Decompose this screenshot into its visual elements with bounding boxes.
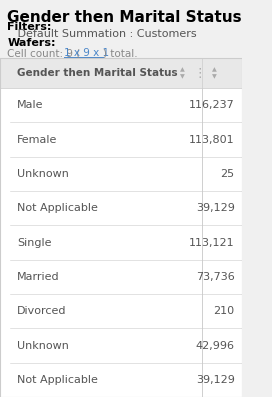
Text: Unknown: Unknown bbox=[17, 169, 69, 179]
Text: Gender then Marital Status: Gender then Marital Status bbox=[17, 68, 178, 78]
FancyBboxPatch shape bbox=[0, 225, 242, 260]
FancyBboxPatch shape bbox=[0, 122, 242, 157]
Text: 39,129: 39,129 bbox=[196, 375, 234, 385]
Text: 73,736: 73,736 bbox=[196, 272, 234, 282]
FancyBboxPatch shape bbox=[0, 58, 242, 88]
FancyBboxPatch shape bbox=[0, 260, 242, 294]
Text: 210: 210 bbox=[214, 306, 234, 316]
FancyBboxPatch shape bbox=[0, 58, 242, 397]
Text: Not Applicable: Not Applicable bbox=[17, 375, 98, 385]
Text: 116,237: 116,237 bbox=[189, 100, 234, 110]
Text: 1 x 9 x 1: 1 x 9 x 1 bbox=[64, 48, 109, 58]
Text: 113,121: 113,121 bbox=[189, 237, 234, 248]
Text: 42,996: 42,996 bbox=[196, 341, 234, 351]
FancyBboxPatch shape bbox=[0, 294, 242, 328]
Text: 113,801: 113,801 bbox=[189, 135, 234, 145]
Text: Divorced: Divorced bbox=[17, 306, 66, 316]
Text: 39,129: 39,129 bbox=[196, 203, 234, 213]
FancyBboxPatch shape bbox=[0, 58, 10, 397]
Text: 25: 25 bbox=[221, 169, 234, 179]
Text: ▲: ▲ bbox=[212, 67, 216, 72]
Text: Male: Male bbox=[17, 100, 44, 110]
FancyBboxPatch shape bbox=[0, 363, 242, 397]
Text: Gender then Marital Status: Gender then Marital Status bbox=[7, 10, 242, 25]
FancyBboxPatch shape bbox=[0, 328, 242, 363]
Text: Wafers:: Wafers: bbox=[7, 38, 56, 48]
FancyBboxPatch shape bbox=[0, 157, 242, 191]
Text: Single: Single bbox=[17, 237, 51, 248]
Text: ⋮: ⋮ bbox=[193, 67, 206, 80]
Text: Filters:: Filters: bbox=[7, 22, 52, 32]
Text: Female: Female bbox=[17, 135, 57, 145]
Text: ▼: ▼ bbox=[180, 74, 185, 79]
Text: Married: Married bbox=[17, 272, 60, 282]
Text: Default Summation : Customers: Default Summation : Customers bbox=[7, 29, 197, 39]
Text: ) total.: ) total. bbox=[103, 48, 137, 58]
Text: ▲: ▲ bbox=[180, 67, 185, 72]
Text: ▼: ▼ bbox=[212, 74, 216, 79]
Text: Cell count: 9 (: Cell count: 9 ( bbox=[7, 48, 81, 58]
Text: Unknown: Unknown bbox=[17, 341, 69, 351]
FancyBboxPatch shape bbox=[0, 191, 242, 225]
Text: Not Applicable: Not Applicable bbox=[17, 203, 98, 213]
FancyBboxPatch shape bbox=[0, 88, 242, 122]
